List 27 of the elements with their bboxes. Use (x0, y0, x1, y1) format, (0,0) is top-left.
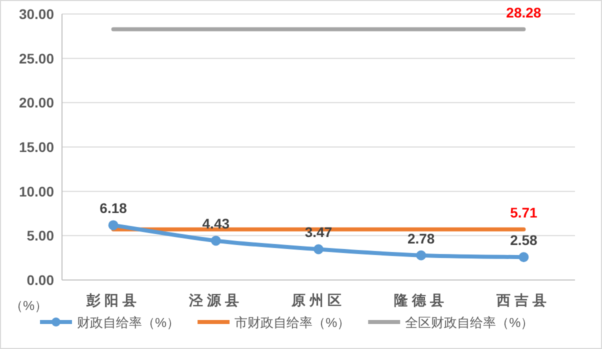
legend-label: 全区财政自给率（%） (405, 315, 534, 330)
x-tick-label: 隆德县 (394, 292, 448, 308)
y-tick-label: 30.00 (18, 6, 54, 22)
y-tick-label: 25.00 (18, 50, 54, 66)
point (518, 252, 529, 262)
point (210, 236, 221, 246)
point (416, 250, 426, 260)
x-tick-label: 原州区 (290, 292, 346, 308)
y-tick-label: 10.00 (18, 183, 54, 200)
text: （%） (10, 298, 48, 313)
legend-label: 市财政自给率（%） (234, 315, 350, 330)
point (108, 220, 118, 230)
point (314, 244, 324, 254)
x-tick-label: 泾源县 (188, 292, 243, 308)
data-label: 2.58 (510, 232, 538, 248)
data-label: 5.71 (510, 204, 538, 220)
data-label: 28.28 (506, 4, 542, 20)
x-tick-label: 西吉县 (496, 292, 551, 308)
x-tick-label: 彭阳县 (85, 292, 140, 308)
y-tick-label: 0.00 (26, 272, 54, 288)
data-label: 4.43 (202, 216, 230, 232)
data-label: 2.78 (407, 230, 435, 246)
data-label: 6.18 (100, 200, 128, 216)
y-tick-label: 15.00 (18, 139, 54, 155)
y-tick-label: 5.00 (26, 228, 54, 244)
legend-label: 财政自给率（%） (77, 315, 180, 330)
y-tick-label: 20.00 (18, 94, 54, 111)
